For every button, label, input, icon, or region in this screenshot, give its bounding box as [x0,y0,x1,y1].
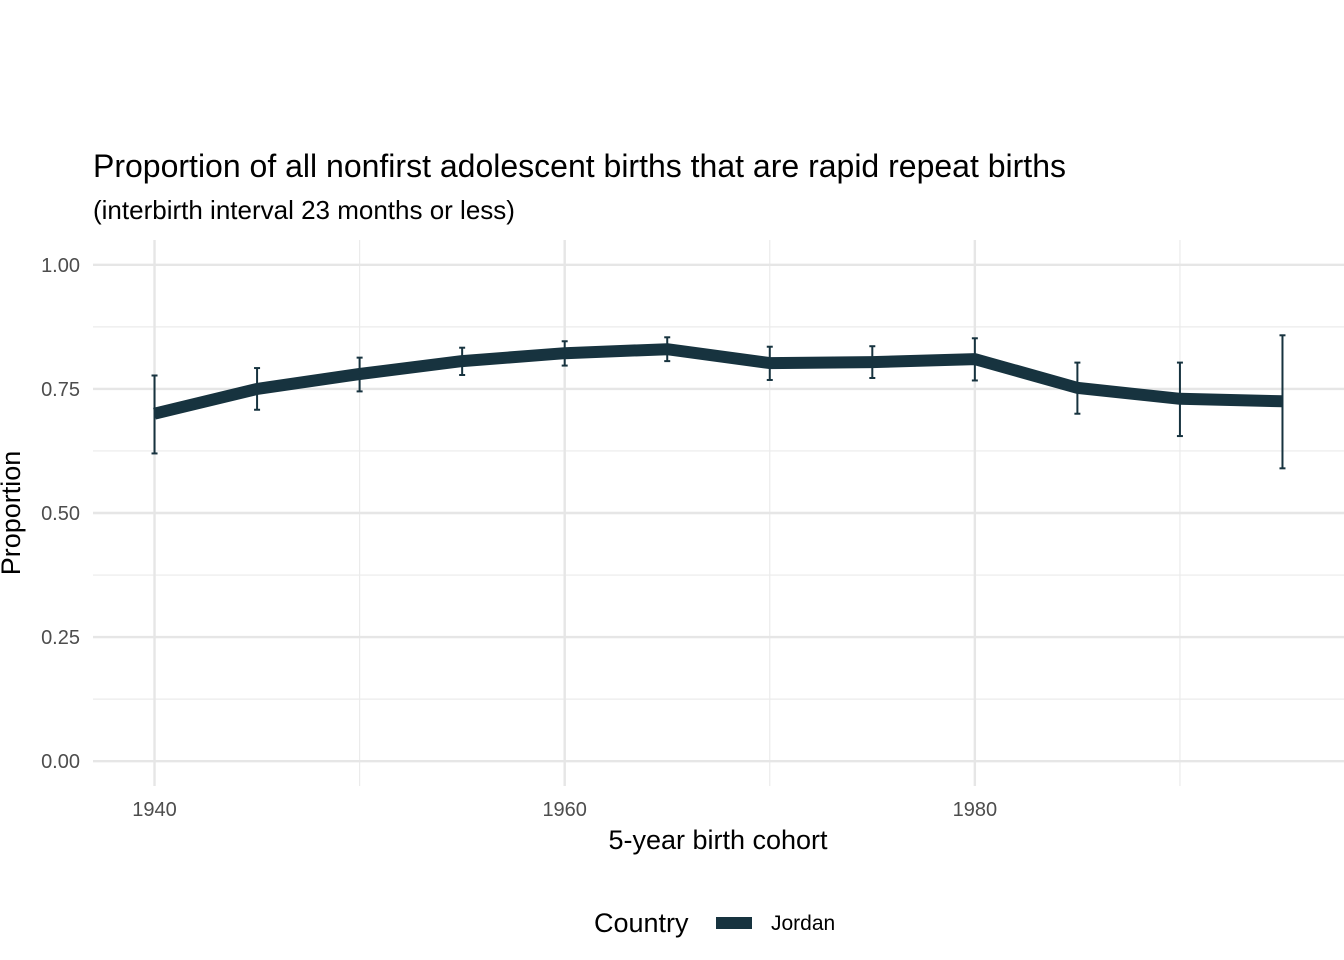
data-point [564,352,566,354]
data-point [256,388,258,390]
series-line-jordan [153,343,1283,420]
data-point [461,360,463,362]
y-tick-label: 0.00 [41,751,80,773]
legend-key-jordan [716,917,752,929]
legend: Country Jordan [594,908,835,938]
data-point [974,358,976,360]
axis-tick-labels: 0.00 0.25 0.50 0.75 1.00 1940 1960 1980 [41,255,997,821]
x-tick-label: 1980 [953,799,998,821]
chart-subtitle: (interbirth interval 23 months or less) [93,195,515,225]
data-point [1179,398,1181,400]
legend-label-jordan: Jordan [771,912,835,935]
data-point [871,361,873,363]
series-jordan [151,334,1286,470]
y-axis-title: Proportion [0,451,26,576]
chart-title: Proportion of all nonfirst adolescent bi… [93,148,1066,184]
error-bar [151,374,158,455]
data-point [359,373,361,375]
data-point [769,362,771,364]
y-tick-label: 1.00 [41,255,80,277]
grid [93,240,1344,786]
y-tick-label: 0.25 [41,627,80,649]
x-axis-title: 5-year birth cohort [608,825,828,855]
data-point [1281,400,1283,402]
legend-title: Country [594,908,689,938]
data-point [666,348,668,350]
y-tick-label: 0.75 [41,379,80,401]
x-tick-label: 1960 [542,799,587,821]
data-point [1076,387,1078,389]
data-point [154,413,156,415]
x-tick-label: 1940 [132,799,177,821]
y-tick-label: 0.50 [41,503,80,525]
